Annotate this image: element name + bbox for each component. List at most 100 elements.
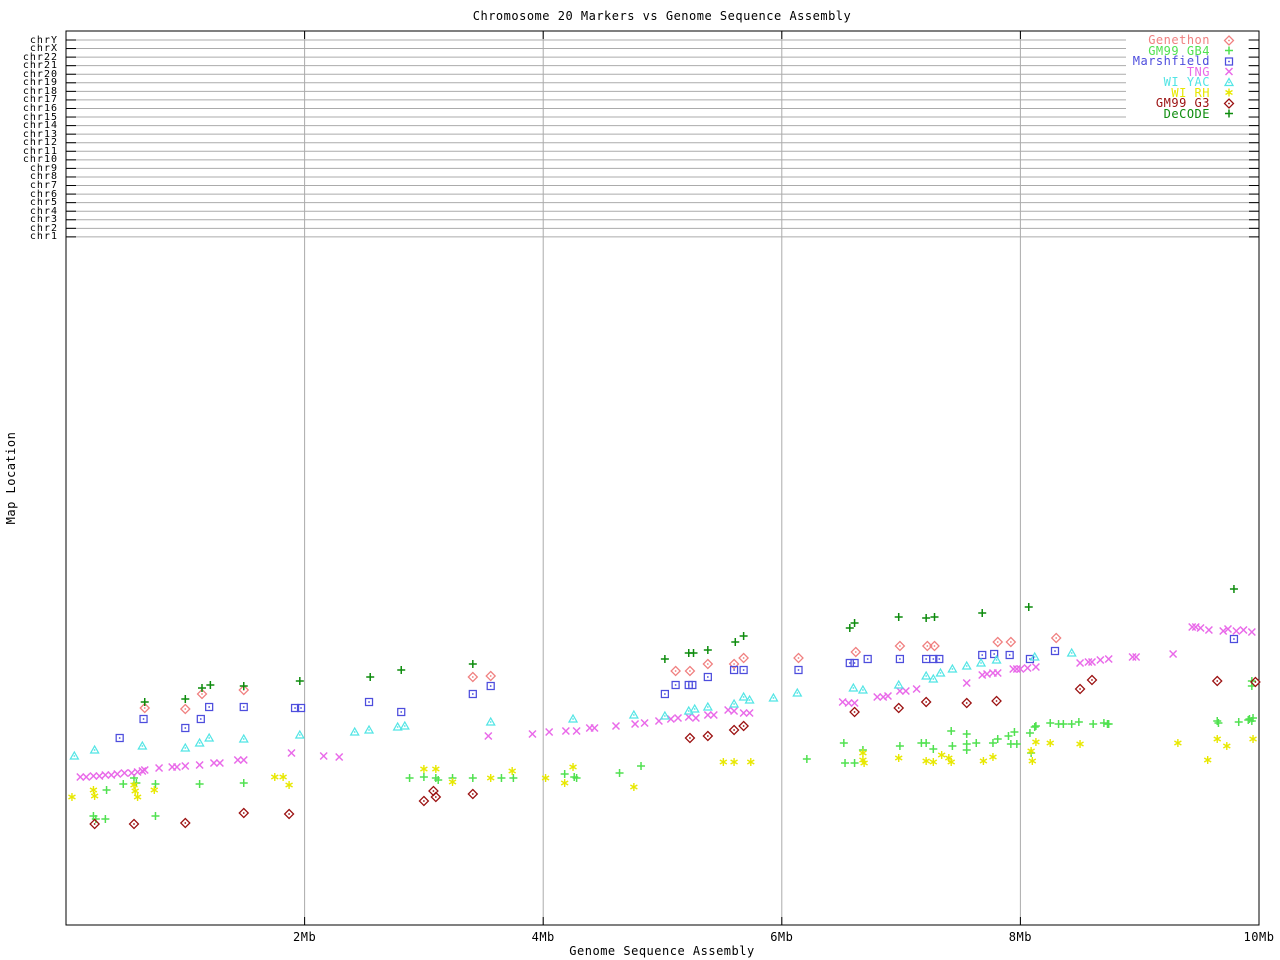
- data-point: [989, 753, 997, 761]
- data-point: [215, 758, 224, 768]
- y-tick-label-chr3: chr3: [29, 214, 58, 226]
- data-point: [139, 714, 148, 724]
- data-point: [738, 720, 750, 732]
- data-point: [745, 708, 754, 718]
- data-point: [1074, 683, 1086, 695]
- legend-marker-icon: [1225, 109, 1233, 118]
- data-point: [962, 746, 971, 754]
- data-point: [1104, 654, 1113, 664]
- data-point: [1169, 649, 1178, 659]
- data-point: [541, 774, 550, 782]
- legend-marker-icon: [1223, 34, 1235, 46]
- data-point: [972, 739, 981, 747]
- data-point: [561, 726, 570, 736]
- data-point: [739, 708, 748, 718]
- data-point: [120, 768, 129, 778]
- data-point: [405, 774, 414, 782]
- y-tick-label-chrX: chrX: [29, 43, 58, 55]
- data-point: [895, 654, 905, 664]
- data-point: [673, 713, 683, 723]
- data-point: [567, 713, 579, 723]
- data-point: [929, 640, 940, 652]
- y-tick-label-chr20: chr20: [22, 68, 58, 80]
- data-point: [1229, 585, 1238, 593]
- y-tick-label-chr16: chr16: [22, 102, 58, 114]
- data-point: [929, 745, 938, 753]
- data-point: [684, 712, 693, 722]
- data-point: [948, 742, 957, 750]
- data-point: [1023, 663, 1032, 673]
- data-point: [975, 657, 987, 667]
- data-point: [89, 786, 98, 794]
- legend-label: DeCODE: [1163, 106, 1210, 121]
- data-point: [630, 783, 638, 791]
- data-point: [366, 673, 375, 681]
- legend-row: GM99 GB4: [1126, 44, 1248, 58]
- data-point: [137, 740, 148, 750]
- data-point: [285, 781, 293, 789]
- data-point: [233, 755, 242, 765]
- y-tick-label-chr9: chr9: [29, 162, 58, 174]
- data-point: [768, 692, 779, 702]
- data-point: [850, 698, 859, 708]
- data-point: [930, 613, 939, 621]
- data-point: [922, 614, 931, 622]
- data-point: [792, 687, 803, 697]
- data-point: [719, 758, 728, 766]
- data-point: [290, 703, 300, 713]
- legend-marker-icon: [1225, 46, 1233, 55]
- legend-row: DeCODE: [1126, 106, 1248, 121]
- legend-marker-icon: [1224, 57, 1234, 66]
- data-point: [873, 692, 882, 702]
- y-tick-label-chr11: chr11: [22, 145, 58, 157]
- data-point: [287, 748, 296, 758]
- data-point: [180, 742, 191, 752]
- data-point: [196, 688, 208, 700]
- legend-row: WI RH: [1126, 86, 1248, 100]
- data-point: [1046, 719, 1055, 727]
- data-point: [671, 680, 680, 690]
- data-point: [1244, 716, 1253, 724]
- data-point: [729, 698, 740, 708]
- data-point: [883, 691, 893, 701]
- data-point: [1196, 623, 1205, 633]
- data-point: [921, 640, 933, 652]
- data-point: [702, 701, 713, 711]
- plot-border: [65, 30, 1260, 926]
- legend-row: WI YAC: [1126, 75, 1248, 89]
- data-point: [484, 731, 493, 741]
- data-point: [850, 759, 859, 767]
- data-point: [1086, 674, 1098, 686]
- data-point: [859, 749, 867, 757]
- data-point: [1028, 757, 1037, 765]
- data-point: [691, 713, 700, 723]
- data-point: [1203, 756, 1212, 764]
- data-point: [894, 754, 903, 762]
- data-point: [744, 694, 755, 704]
- data-point: [746, 758, 755, 766]
- data-point: [935, 654, 944, 664]
- data-point: [901, 686, 910, 696]
- data-point: [615, 769, 624, 777]
- data-point: [920, 696, 932, 708]
- data-point: [1010, 728, 1019, 736]
- data-point: [990, 649, 999, 659]
- data-point: [922, 739, 931, 747]
- data-point: [660, 655, 669, 663]
- data-point: [1219, 626, 1228, 636]
- data-point: [1004, 732, 1013, 740]
- data-point: [181, 695, 190, 703]
- data-point: [637, 762, 646, 770]
- data-point: [335, 752, 344, 762]
- x-axis-title: Genome Sequence Assembly: [569, 944, 755, 958]
- data-point: [295, 677, 304, 685]
- data-point: [1099, 719, 1108, 727]
- data-point: [1067, 720, 1076, 728]
- legend-label: Marshfield: [1132, 54, 1210, 69]
- data-point: [993, 735, 1002, 743]
- data-point: [929, 758, 938, 766]
- data-point: [319, 751, 328, 761]
- data-point: [560, 779, 569, 787]
- data-point: [448, 778, 457, 786]
- data-point: [1128, 652, 1137, 662]
